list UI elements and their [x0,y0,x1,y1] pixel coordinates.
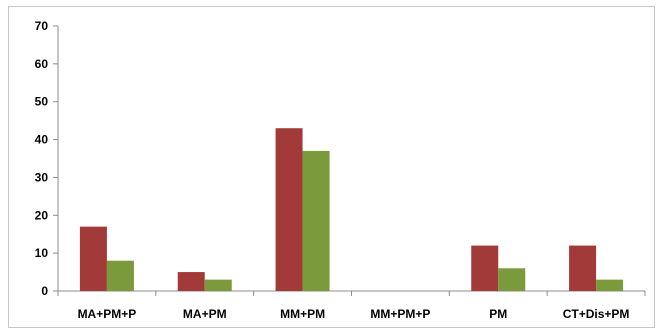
bar-series-1 [569,245,597,291]
bar-series-2 [302,150,330,291]
bar-series-1 [275,128,303,291]
bar-series-1 [79,226,107,291]
x-tick-label: MM+PM+P [370,307,430,321]
y-tick-label: 40 [35,133,49,147]
bar-series-1 [177,272,205,291]
bars [79,128,624,291]
y-tick-label: 70 [35,19,49,33]
bar-series-2 [204,279,232,291]
bar-series-1 [471,245,499,291]
y-tick-label: 60 [35,57,49,71]
x-axis: MA+PM+P MA+PM MM+PM MM+PM+P PM CT+Dis+PM [57,290,646,321]
bar-series-2 [106,260,134,291]
y-tick-label: 0 [41,284,48,298]
x-tick-label: CT+Dis+PM [563,307,630,321]
bar-series-2 [498,268,526,291]
x-tick-label: PM [489,307,507,321]
y-tick-label: 30 [35,170,49,184]
x-tick-label: MA+PM+P [78,307,137,321]
y-tick-label: 10 [35,246,49,260]
y-axis: 0 10 20 30 40 50 60 70 [35,19,59,298]
y-tick-label: 50 [35,95,49,109]
y-tick-label: 20 [35,208,49,222]
x-tick-label: MA+PM [183,307,227,321]
bar-series-2 [596,279,624,291]
x-tick-label: MM+PM [280,307,325,321]
